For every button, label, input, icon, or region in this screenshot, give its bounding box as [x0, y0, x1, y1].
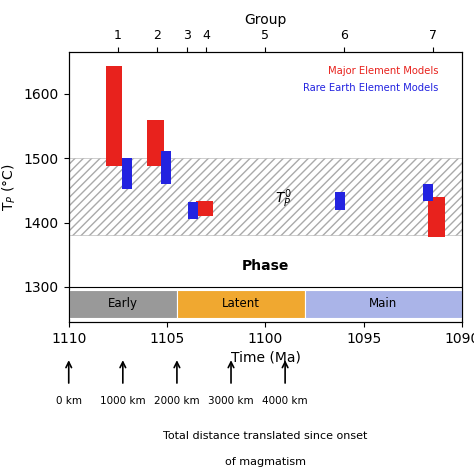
Text: 2000 km: 2000 km: [154, 396, 200, 406]
Bar: [196, 201, 213, 216]
Text: Phase: Phase: [242, 259, 289, 273]
Text: $T_P^0$: $T_P^0$: [275, 188, 292, 210]
Text: 1000 km: 1000 km: [100, 396, 146, 406]
Text: Total distance translated since onset: Total distance translated since onset: [163, 431, 368, 441]
Text: Latent: Latent: [222, 298, 260, 310]
Y-axis label: T$_P$ (°C): T$_P$ (°C): [1, 164, 18, 211]
Text: 0 km: 0 km: [56, 396, 82, 406]
Bar: [335, 192, 345, 210]
Text: Early: Early: [108, 298, 138, 310]
Text: of magmatism: of magmatism: [225, 457, 306, 467]
Bar: [177, 290, 305, 318]
Bar: [69, 290, 177, 318]
Bar: [188, 202, 198, 219]
Text: 3000 km: 3000 km: [208, 396, 254, 406]
Text: Main: Main: [369, 298, 398, 310]
Bar: [147, 120, 164, 166]
Bar: [423, 184, 433, 201]
Bar: [428, 197, 445, 237]
X-axis label: Time (Ma): Time (Ma): [230, 350, 301, 364]
Text: Major Element Models: Major Element Models: [328, 66, 438, 76]
X-axis label: Group: Group: [244, 13, 287, 27]
Bar: [305, 290, 462, 318]
Bar: [161, 151, 171, 184]
Bar: [106, 66, 122, 166]
Bar: [122, 158, 132, 189]
Text: Rare Earth Element Models: Rare Earth Element Models: [303, 82, 438, 92]
Text: 4000 km: 4000 km: [262, 396, 308, 406]
